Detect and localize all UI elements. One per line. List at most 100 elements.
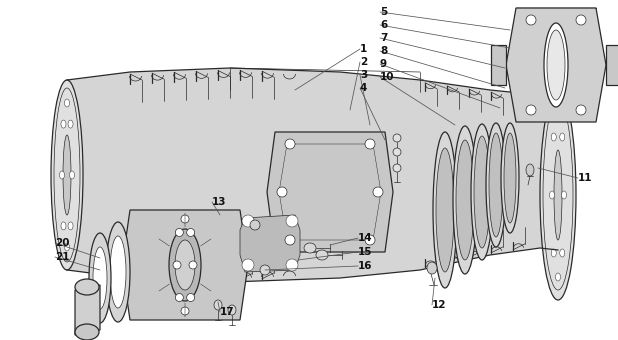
Ellipse shape	[63, 135, 71, 215]
Ellipse shape	[61, 120, 66, 128]
Ellipse shape	[286, 259, 298, 271]
Text: 8: 8	[380, 46, 387, 56]
Ellipse shape	[51, 80, 83, 270]
Text: 2: 2	[360, 57, 367, 67]
Ellipse shape	[89, 233, 111, 323]
Ellipse shape	[59, 171, 64, 179]
Ellipse shape	[486, 123, 506, 247]
Text: 21: 21	[55, 252, 69, 262]
Ellipse shape	[393, 164, 401, 172]
Ellipse shape	[64, 243, 69, 251]
Text: 5: 5	[380, 7, 387, 17]
Ellipse shape	[75, 279, 99, 295]
Polygon shape	[240, 215, 300, 272]
Ellipse shape	[187, 228, 195, 237]
Ellipse shape	[526, 15, 536, 25]
Text: 20: 20	[55, 238, 69, 248]
Ellipse shape	[68, 222, 73, 230]
Polygon shape	[506, 8, 606, 122]
Text: 9: 9	[380, 59, 387, 69]
Text: 4: 4	[360, 83, 367, 93]
Ellipse shape	[433, 132, 457, 288]
Ellipse shape	[75, 324, 99, 340]
Ellipse shape	[453, 126, 477, 274]
Ellipse shape	[285, 235, 295, 245]
Ellipse shape	[110, 236, 126, 308]
Ellipse shape	[316, 250, 328, 260]
Ellipse shape	[549, 191, 554, 199]
Ellipse shape	[474, 136, 490, 248]
Ellipse shape	[393, 134, 401, 142]
Ellipse shape	[181, 215, 189, 223]
Ellipse shape	[554, 150, 562, 240]
Ellipse shape	[373, 187, 383, 197]
Ellipse shape	[560, 133, 565, 141]
Ellipse shape	[176, 293, 184, 302]
Text: 6: 6	[380, 20, 387, 30]
Ellipse shape	[551, 249, 556, 257]
Ellipse shape	[540, 90, 576, 300]
Ellipse shape	[365, 235, 375, 245]
Polygon shape	[67, 68, 558, 282]
Text: 11: 11	[578, 173, 593, 183]
Polygon shape	[606, 45, 618, 85]
Ellipse shape	[260, 265, 270, 275]
Ellipse shape	[365, 139, 375, 149]
Polygon shape	[491, 45, 506, 85]
Text: 7: 7	[380, 33, 387, 43]
Ellipse shape	[489, 133, 503, 237]
Ellipse shape	[69, 171, 75, 179]
Ellipse shape	[175, 240, 195, 290]
Ellipse shape	[277, 187, 287, 197]
Text: 3: 3	[360, 70, 367, 80]
Text: 17: 17	[220, 307, 235, 317]
Ellipse shape	[551, 133, 556, 141]
Text: 13: 13	[212, 197, 227, 207]
Ellipse shape	[189, 261, 197, 269]
Ellipse shape	[228, 305, 236, 315]
Text: 1: 1	[360, 44, 367, 54]
Ellipse shape	[106, 222, 130, 322]
Ellipse shape	[169, 229, 201, 301]
Ellipse shape	[501, 123, 519, 233]
Ellipse shape	[304, 243, 316, 253]
Ellipse shape	[526, 164, 534, 176]
Ellipse shape	[526, 105, 536, 115]
Ellipse shape	[286, 215, 298, 227]
Ellipse shape	[544, 23, 568, 107]
Ellipse shape	[68, 120, 73, 128]
Ellipse shape	[556, 273, 561, 281]
Ellipse shape	[427, 262, 437, 274]
Ellipse shape	[471, 124, 493, 260]
Ellipse shape	[547, 30, 565, 100]
Ellipse shape	[576, 15, 586, 25]
Ellipse shape	[562, 191, 567, 199]
Ellipse shape	[242, 215, 254, 227]
Ellipse shape	[176, 228, 184, 237]
Ellipse shape	[393, 148, 401, 156]
Ellipse shape	[93, 247, 107, 309]
Polygon shape	[267, 132, 393, 252]
Ellipse shape	[214, 300, 222, 310]
Polygon shape	[122, 210, 248, 320]
Text: 12: 12	[432, 300, 446, 310]
Ellipse shape	[61, 222, 66, 230]
Ellipse shape	[560, 249, 565, 257]
Text: 16: 16	[358, 261, 373, 271]
Ellipse shape	[173, 261, 181, 269]
Ellipse shape	[64, 99, 69, 107]
Ellipse shape	[187, 293, 195, 302]
Ellipse shape	[250, 220, 260, 230]
Ellipse shape	[576, 105, 586, 115]
Text: 15: 15	[358, 247, 373, 257]
Polygon shape	[75, 285, 100, 335]
Ellipse shape	[181, 307, 189, 315]
Ellipse shape	[436, 148, 454, 272]
Ellipse shape	[242, 259, 254, 271]
Ellipse shape	[556, 109, 561, 117]
Text: 14: 14	[358, 233, 373, 243]
Ellipse shape	[504, 133, 516, 223]
Text: 10: 10	[380, 72, 394, 82]
Ellipse shape	[456, 140, 474, 260]
Ellipse shape	[285, 139, 295, 149]
